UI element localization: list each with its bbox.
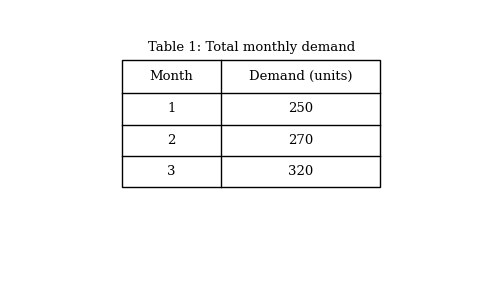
Text: 250: 250 <box>288 102 313 115</box>
Text: 1: 1 <box>167 102 175 115</box>
Text: 320: 320 <box>288 165 313 178</box>
Text: Table 1: Total monthly demand: Table 1: Total monthly demand <box>147 41 355 54</box>
Text: Month: Month <box>149 70 193 83</box>
Text: 2: 2 <box>167 134 175 147</box>
Text: 3: 3 <box>167 165 175 178</box>
Text: Demand (units): Demand (units) <box>249 70 352 83</box>
Text: 270: 270 <box>288 134 313 147</box>
